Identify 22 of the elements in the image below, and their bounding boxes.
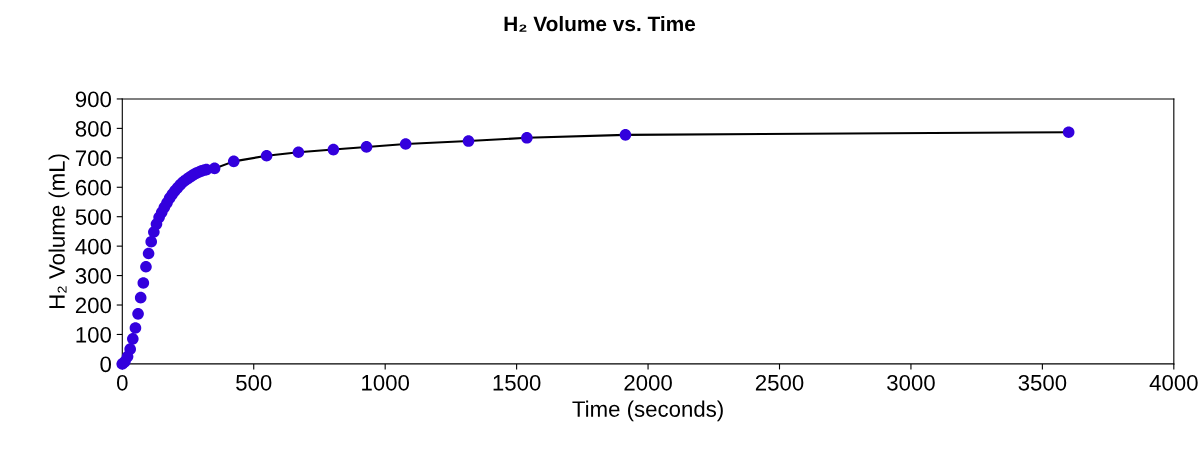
x-axis-title: Time (seconds) <box>572 400 723 422</box>
x-tick-label: 3000 <box>887 374 935 391</box>
x-tick-label: 2000 <box>624 374 672 391</box>
y-tick-label: 800 <box>75 120 112 137</box>
y-tick-label: 900 <box>75 91 112 108</box>
x-tick-label: 3500 <box>1018 374 1067 391</box>
chart-title: H₂ Volume vs. Time <box>504 15 696 32</box>
x-tick-label: 500 <box>236 374 272 391</box>
y-tick-label: 100 <box>76 326 112 343</box>
x-tick-label: 0 <box>116 374 128 391</box>
x-tick-label: 1000 <box>362 374 410 391</box>
x-tick-label: 1500 <box>493 374 541 391</box>
y-tick-label: 300 <box>75 268 112 284</box>
x-tick-label: 4000 <box>1149 374 1198 391</box>
x-tick-label: 2500 <box>755 374 804 391</box>
y-tick-label: 400 <box>75 238 112 255</box>
y-tick-label: 700 <box>75 150 112 167</box>
y-tick-label: 600 <box>75 179 112 196</box>
y-tick-label: 0 <box>100 356 112 373</box>
y-tick-label: 500 <box>75 209 112 225</box>
y-tick-label: 200 <box>75 297 112 314</box>
y-axis-title: H₂ Volume (mL) <box>48 154 70 308</box>
